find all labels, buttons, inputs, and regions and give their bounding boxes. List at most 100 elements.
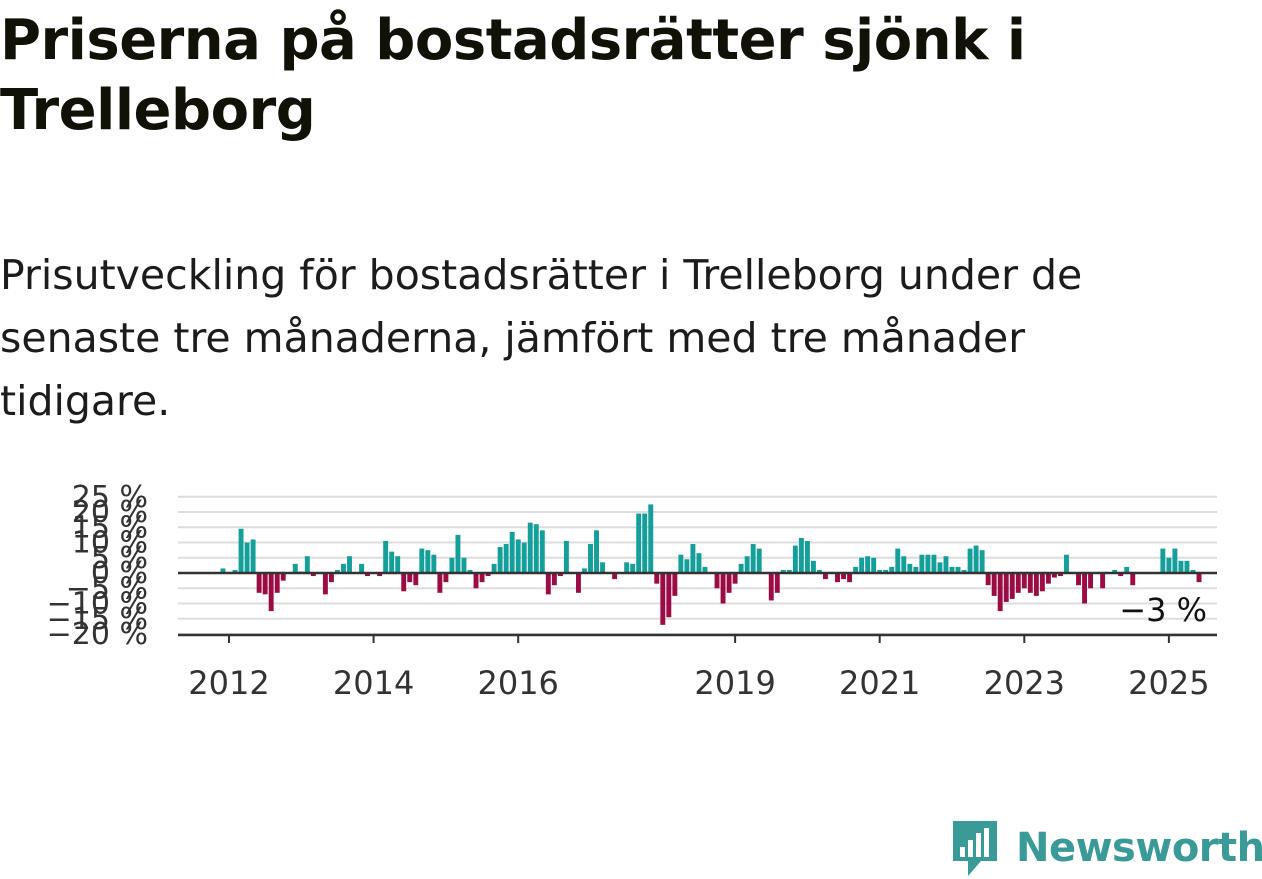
bar <box>244 542 250 573</box>
bar <box>666 573 672 618</box>
bar <box>533 524 539 573</box>
bar <box>1166 557 1172 573</box>
bar <box>600 562 606 573</box>
bar <box>804 540 810 573</box>
bar <box>979 550 985 574</box>
bar <box>443 573 449 583</box>
newsworthy-logo: Newsworthy <box>950 818 1262 878</box>
bar <box>654 573 660 584</box>
bar <box>250 539 256 573</box>
bar <box>1033 573 1039 596</box>
bar <box>551 573 557 586</box>
bar <box>365 573 371 577</box>
bar <box>527 522 533 573</box>
y-tick-label: 25 % <box>72 480 148 515</box>
bar <box>943 556 949 573</box>
bar <box>714 573 720 589</box>
bar <box>768 573 774 601</box>
bar <box>238 528 244 573</box>
bar <box>425 550 431 574</box>
bar <box>672 573 678 596</box>
bar <box>588 544 593 573</box>
axes <box>178 571 1217 637</box>
bar <box>738 563 744 573</box>
bar <box>1088 573 1094 589</box>
newsworthy-logo-icon <box>953 821 997 876</box>
bar <box>274 573 280 593</box>
chart-subtitle: Prisutveckling för bostadsrätter i Trell… <box>0 251 1083 425</box>
bar <box>1045 573 1051 584</box>
bar <box>810 560 816 573</box>
bar <box>1100 573 1106 589</box>
bar <box>503 544 509 573</box>
bar <box>401 573 407 592</box>
bar <box>280 573 286 581</box>
bar <box>816 569 822 573</box>
bar <box>467 569 473 573</box>
bar <box>883 569 889 573</box>
bar <box>997 573 1003 612</box>
bar <box>678 554 684 573</box>
bar <box>949 566 955 573</box>
bar <box>853 566 859 573</box>
bar <box>792 545 798 573</box>
bar <box>1064 554 1069 573</box>
bar <box>1027 573 1033 593</box>
bar <box>582 568 587 573</box>
bar <box>1184 560 1190 573</box>
bar <box>334 569 340 573</box>
bar <box>925 554 931 573</box>
bar <box>268 573 274 612</box>
bar <box>594 530 599 573</box>
bar <box>515 539 521 573</box>
latest-value-annotation: −3 % <box>1119 591 1207 629</box>
x-tick-label: 2025 <box>1128 664 1209 702</box>
bar <box>1015 573 1021 593</box>
x-axis-tick-labels: 2012 2014 2016 2019 2021 2023 2025 <box>188 635 1210 702</box>
y-tick-label: 0 % <box>91 556 148 591</box>
bar <box>756 548 762 573</box>
bar <box>931 554 937 573</box>
bar <box>937 562 943 573</box>
bar <box>991 573 997 596</box>
bar <box>1003 573 1009 602</box>
bar <box>461 557 467 573</box>
bar <box>780 569 786 573</box>
bar <box>847 573 853 583</box>
bars <box>220 504 1202 625</box>
bar <box>1160 548 1166 573</box>
x-tick-label: 2016 <box>477 664 558 702</box>
bar <box>449 557 455 573</box>
bar <box>292 563 298 573</box>
bar <box>1124 566 1130 573</box>
bar <box>304 556 310 573</box>
y-tick-label: −20 % <box>47 617 148 652</box>
bar <box>509 531 515 573</box>
bar <box>485 573 491 577</box>
bar <box>786 569 792 573</box>
bar <box>859 557 865 573</box>
bar <box>310 573 316 577</box>
bar <box>1130 573 1136 586</box>
bar <box>407 573 413 583</box>
x-tick-label: 2014 <box>333 664 414 702</box>
bar <box>1082 573 1088 604</box>
bar <box>985 573 991 586</box>
bar <box>1009 573 1015 599</box>
bar <box>497 547 503 573</box>
bar <box>823 573 828 580</box>
page-title: Priserna på bostadsrätter sjönk i Trelle… <box>0 8 1026 143</box>
y-tick-label: 10 % <box>72 526 148 561</box>
bar <box>1172 548 1178 573</box>
bar <box>1021 573 1027 589</box>
bar <box>1196 573 1202 583</box>
bar <box>774 573 780 593</box>
bar <box>563 540 569 573</box>
bar <box>1039 573 1045 592</box>
bar <box>612 573 618 580</box>
bar <box>798 537 804 573</box>
bar <box>1076 573 1081 586</box>
bar <box>389 551 395 573</box>
bar <box>419 548 425 573</box>
bar <box>889 566 895 573</box>
